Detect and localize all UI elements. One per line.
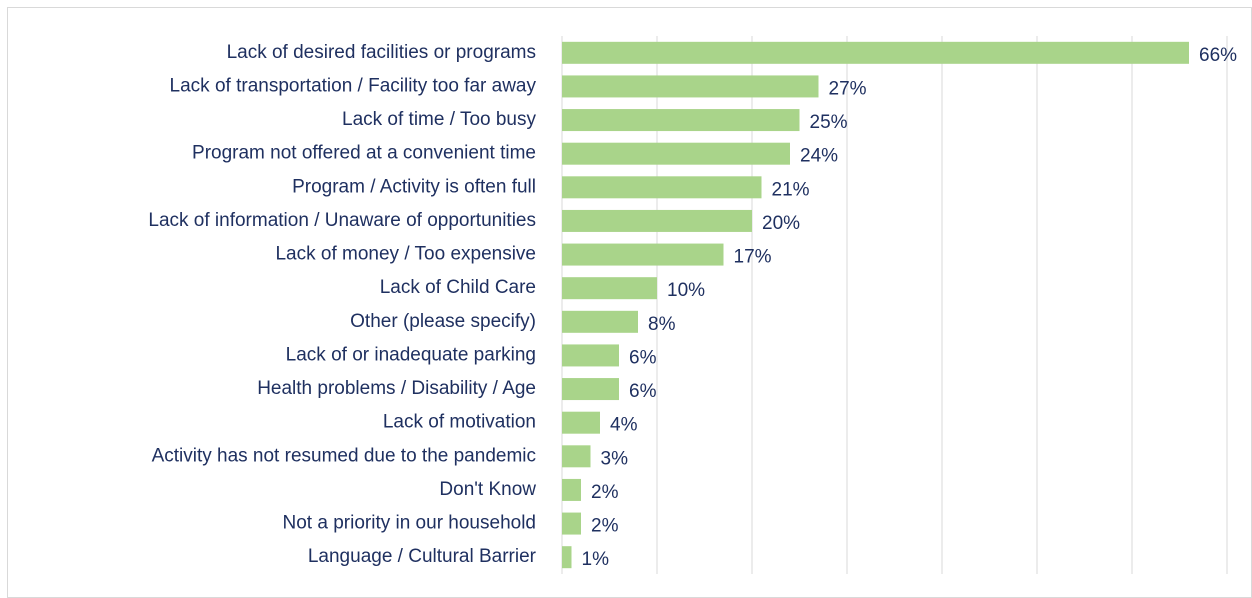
y-tick-label: Lack of Child Care (380, 277, 536, 298)
data-label: 17% (734, 247, 772, 268)
y-tick-label: Activity has not resumed due to the pand… (152, 445, 536, 466)
bar (562, 512, 581, 535)
bar (562, 176, 762, 199)
bar (562, 41, 1189, 64)
y-tick-label: Program not offered at a convenient time (192, 143, 536, 164)
y-tick-label: Program / Activity is often full (292, 176, 536, 197)
bar (562, 546, 572, 569)
y-tick-label: Language / Cultural Barrier (308, 546, 537, 567)
bar (562, 411, 600, 434)
bar (562, 109, 800, 132)
data-label: 2% (591, 482, 619, 503)
bar (562, 445, 591, 468)
bar (562, 75, 819, 98)
y-tick-label: Lack of time / Too busy (342, 109, 536, 130)
bar (562, 277, 657, 300)
y-tick-label: Lack of motivation (383, 412, 536, 433)
data-label: 66% (1199, 45, 1237, 66)
y-tick-label: Lack of money / Too expensive (275, 244, 536, 265)
data-label: 20% (762, 213, 800, 234)
data-label: 4% (610, 415, 638, 436)
bar (562, 344, 619, 367)
y-tick-label: Not a priority in our household (283, 513, 536, 534)
data-label: 10% (667, 280, 705, 301)
bar (562, 243, 724, 266)
bar (562, 478, 581, 501)
y-tick-label: Lack of information / Unaware of opportu… (148, 210, 536, 231)
data-label: 1% (582, 549, 610, 570)
data-label: 2% (591, 516, 619, 537)
y-tick-label: Don't Know (439, 479, 536, 500)
data-label: 6% (629, 347, 657, 368)
data-label: 21% (772, 179, 810, 200)
bar (562, 310, 638, 333)
y-tick-label: Lack of desired facilities or programs (227, 42, 536, 63)
y-tick-label: Health problems / Disability / Age (257, 378, 536, 399)
data-label: 3% (601, 448, 629, 469)
bar (562, 209, 752, 232)
data-label: 24% (800, 146, 838, 167)
data-label: 6% (629, 381, 657, 402)
y-tick-label: Lack of or inadequate parking (286, 344, 536, 365)
y-tick-label: Lack of transportation / Facility too fa… (170, 75, 537, 96)
data-label: 25% (810, 112, 848, 133)
data-label: 8% (648, 314, 676, 335)
data-label: 27% (829, 78, 867, 99)
bar (562, 142, 790, 165)
y-tick-label: Other (please specify) (350, 311, 536, 332)
bar (562, 378, 619, 401)
